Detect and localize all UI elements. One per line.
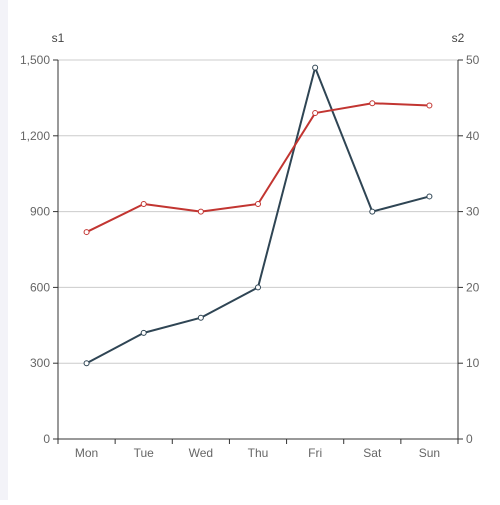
data-point-s1 (255, 284, 261, 291)
data-point-s1 (83, 360, 90, 367)
x-tick-label: Tue (134, 446, 155, 460)
data-point-s1 (369, 208, 376, 215)
data-point-s1 (312, 64, 319, 71)
data-point-s2 (197, 208, 204, 215)
right-y-axis: s2 0 10 20 30 40 50 (452, 31, 480, 446)
left-tick-label: 1,200 (20, 129, 50, 143)
data-point-s2 (140, 201, 147, 208)
right-tick-label: 0 (466, 432, 473, 446)
data-point-s2 (426, 102, 433, 109)
left-tick-label: 1,500 (20, 53, 50, 67)
series-line-s2 (86, 102, 430, 233)
left-tick-label: 300 (30, 356, 50, 370)
left-edge-strip (0, 0, 8, 500)
right-axis-name: s2 (452, 31, 465, 45)
x-tick-label: Mon (75, 446, 98, 460)
x-tick-label: Sat (363, 446, 382, 460)
x-tick-label: Wed (189, 446, 213, 460)
data-point-s2 (255, 201, 261, 208)
left-axis-name: s1 (52, 31, 65, 45)
data-point-s1 (426, 193, 433, 200)
left-tick-label: 0 (43, 432, 50, 446)
series-layer (83, 64, 433, 367)
left-tick-label: 900 (30, 205, 50, 219)
x-tick-label: Thu (248, 446, 269, 460)
data-point-s1 (140, 329, 147, 336)
right-tick-label: 50 (466, 53, 480, 67)
x-axis: Mon Tue Wed Thu Fri Sat Sun (57, 438, 459, 460)
left-tick-label: 600 (30, 280, 50, 294)
left-y-axis: s1 0 300 600 900 1,200 1,500 (20, 31, 65, 446)
grid-lines (58, 59, 458, 364)
right-tick-label: 30 (466, 205, 480, 219)
right-tick-label: 40 (466, 129, 480, 143)
data-point-s2 (312, 110, 319, 117)
x-tick-label: Fri (308, 446, 322, 460)
x-tick-label: Sun (419, 446, 440, 460)
right-tick-label: 20 (466, 280, 480, 294)
data-point-s2 (83, 229, 90, 236)
series-line-s1 (86, 66, 430, 365)
data-point-s2 (369, 100, 376, 107)
data-point-s1 (197, 314, 204, 321)
right-tick-label: 10 (466, 356, 480, 370)
